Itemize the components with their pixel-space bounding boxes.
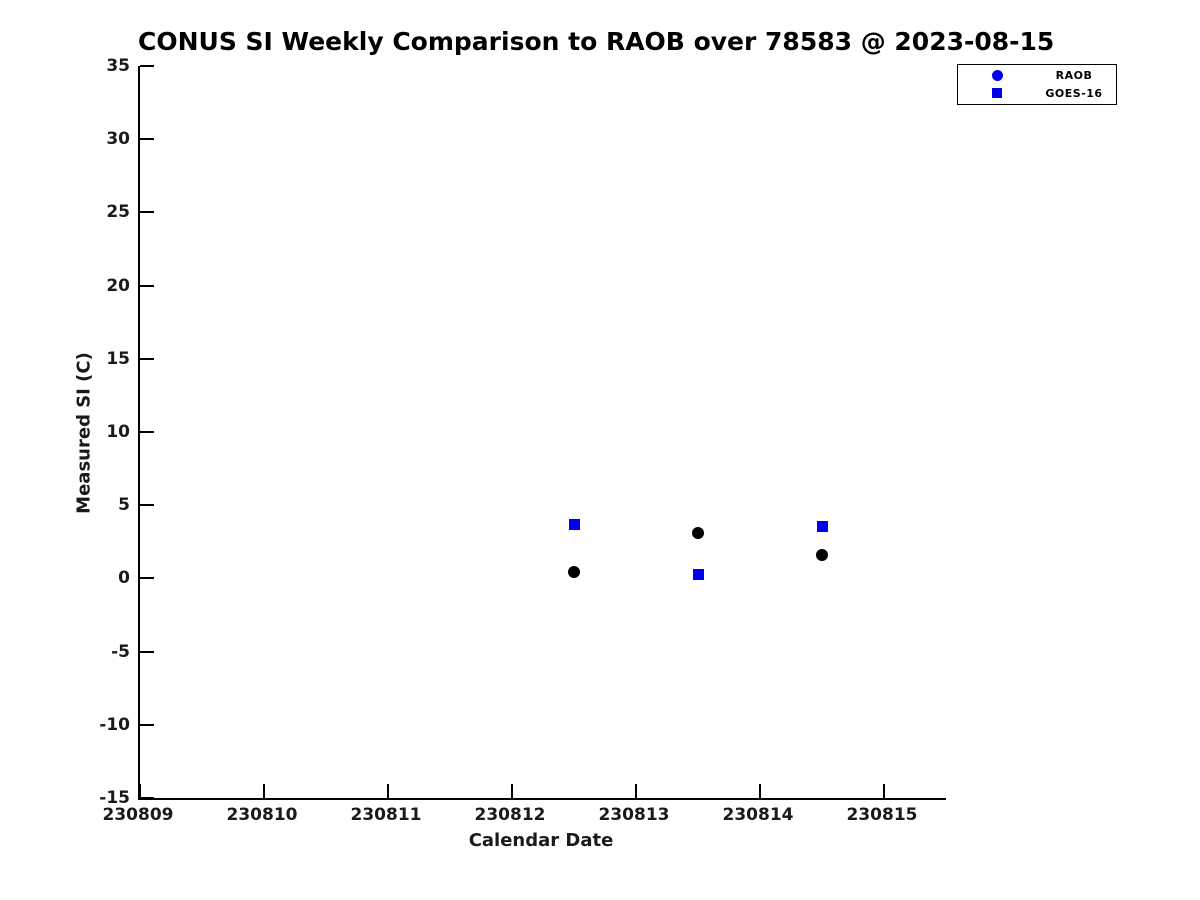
y-tick-mark [140, 504, 154, 507]
y-tick-mark [140, 797, 154, 799]
y-tick-mark [140, 211, 154, 214]
x-tick-label: 230811 [350, 805, 422, 825]
y-tick-mark [140, 357, 154, 360]
x-tick-mark [635, 784, 637, 798]
y-tick-mark [140, 65, 154, 67]
y-tick-label: 30 [106, 129, 130, 150]
x-tick-mark [263, 784, 265, 798]
x-tick-label: 230814 [722, 805, 794, 825]
data-point-goes-16 [568, 518, 580, 530]
data-point-raob [568, 565, 580, 578]
chart-title: CONUS SI Weekly Comparison to RAOB over … [138, 27, 1055, 56]
x-tick-label: 230809 [102, 805, 174, 825]
y-tick-label: 25 [106, 202, 130, 223]
legend: RAOB GOES-16 [957, 64, 1117, 105]
x-tick-mark [883, 784, 885, 798]
x-tick-label: 230813 [598, 805, 670, 825]
data-point-goes-16 [816, 520, 828, 532]
y-tick-mark [140, 723, 154, 726]
y-tick-label: 5 [118, 495, 130, 516]
x-axis-label: Calendar Date [468, 830, 614, 851]
legend-marker-cell [958, 88, 1036, 99]
y-tick-label: 35 [106, 56, 130, 76]
y-tick-mark [140, 650, 154, 653]
y-tick-mark [140, 577, 154, 580]
y-tick-label: -10 [99, 714, 130, 735]
x-tick-mark [139, 784, 141, 798]
y-tick-mark [140, 284, 154, 287]
legend-item-goes-16: GOES-16 [958, 87, 1116, 100]
x-tick-label: 230815 [846, 805, 918, 825]
data-point-goes-16 [692, 569, 704, 581]
legend-item-raob: RAOB [958, 69, 1116, 82]
data-point-raob [692, 527, 704, 540]
x-tick-mark [511, 784, 513, 798]
plot-area [138, 65, 946, 800]
legend-circle-icon [991, 70, 1003, 82]
y-tick-label: -15 [99, 788, 130, 808]
x-tick-mark [387, 784, 389, 798]
legend-label: GOES-16 [1045, 86, 1103, 100]
x-tick-mark [759, 784, 761, 798]
y-tick-label: -5 [111, 641, 130, 662]
legend-square-icon [992, 88, 1002, 99]
x-tick-label: 230812 [474, 805, 546, 825]
y-tick-label: 20 [106, 275, 130, 296]
data-point-raob [816, 548, 828, 561]
y-tick-mark [140, 138, 154, 141]
y-tick-label: 15 [106, 348, 130, 369]
y-tick-mark [140, 431, 154, 433]
y-tick-label: 10 [106, 422, 130, 442]
legend-label: RAOB [1055, 69, 1093, 83]
x-tick-label: 230810 [226, 805, 298, 825]
y-tick-label: 0 [118, 568, 130, 589]
legend-marker-cell [958, 70, 1036, 82]
